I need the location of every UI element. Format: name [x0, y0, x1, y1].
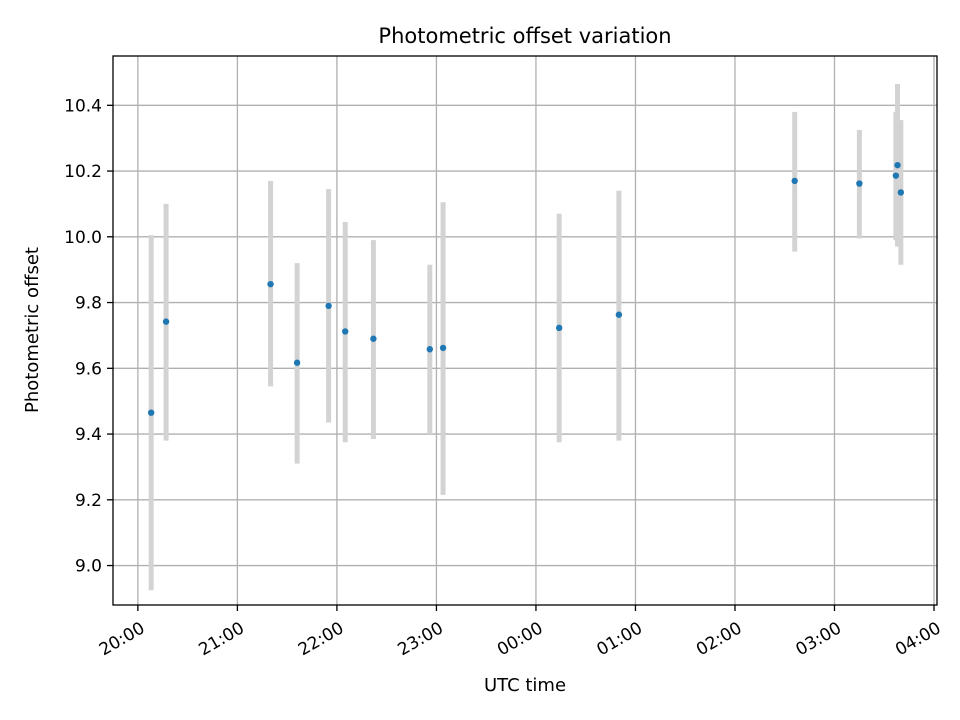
y-tick-label: 10.0	[64, 228, 102, 248]
y-tick-label: 9.2	[75, 491, 102, 511]
data-point	[293, 359, 301, 366]
data-point	[325, 302, 332, 310]
data-point	[615, 311, 623, 318]
data-point	[892, 172, 900, 179]
data-point	[426, 346, 433, 353]
data-point	[342, 328, 349, 335]
data-point	[555, 324, 563, 332]
chart-title: Photometric offset variation	[378, 24, 671, 48]
data-point	[370, 335, 377, 342]
y-tick-label: 9.8	[75, 294, 102, 314]
data-point	[162, 318, 170, 325]
data-point	[897, 189, 905, 196]
data-point	[267, 280, 274, 288]
y-tick-label: 10.2	[64, 162, 102, 182]
grid-layer	[113, 56, 937, 605]
y-tick-label: 9.6	[75, 359, 102, 379]
data-point	[791, 177, 798, 185]
data-point	[856, 180, 863, 187]
y-tick-label: 9.4	[75, 425, 102, 445]
point-layer	[147, 161, 905, 416]
x-axis-label: UTC time	[484, 675, 566, 696]
y-tick-label: 9.0	[75, 557, 102, 577]
data-point	[147, 409, 155, 416]
plot-frame	[112, 55, 938, 606]
y-axis-label: Photometric offset	[22, 247, 43, 413]
data-point	[894, 161, 901, 169]
data-point	[439, 344, 447, 352]
y-tick-label: 10.4	[64, 96, 102, 116]
